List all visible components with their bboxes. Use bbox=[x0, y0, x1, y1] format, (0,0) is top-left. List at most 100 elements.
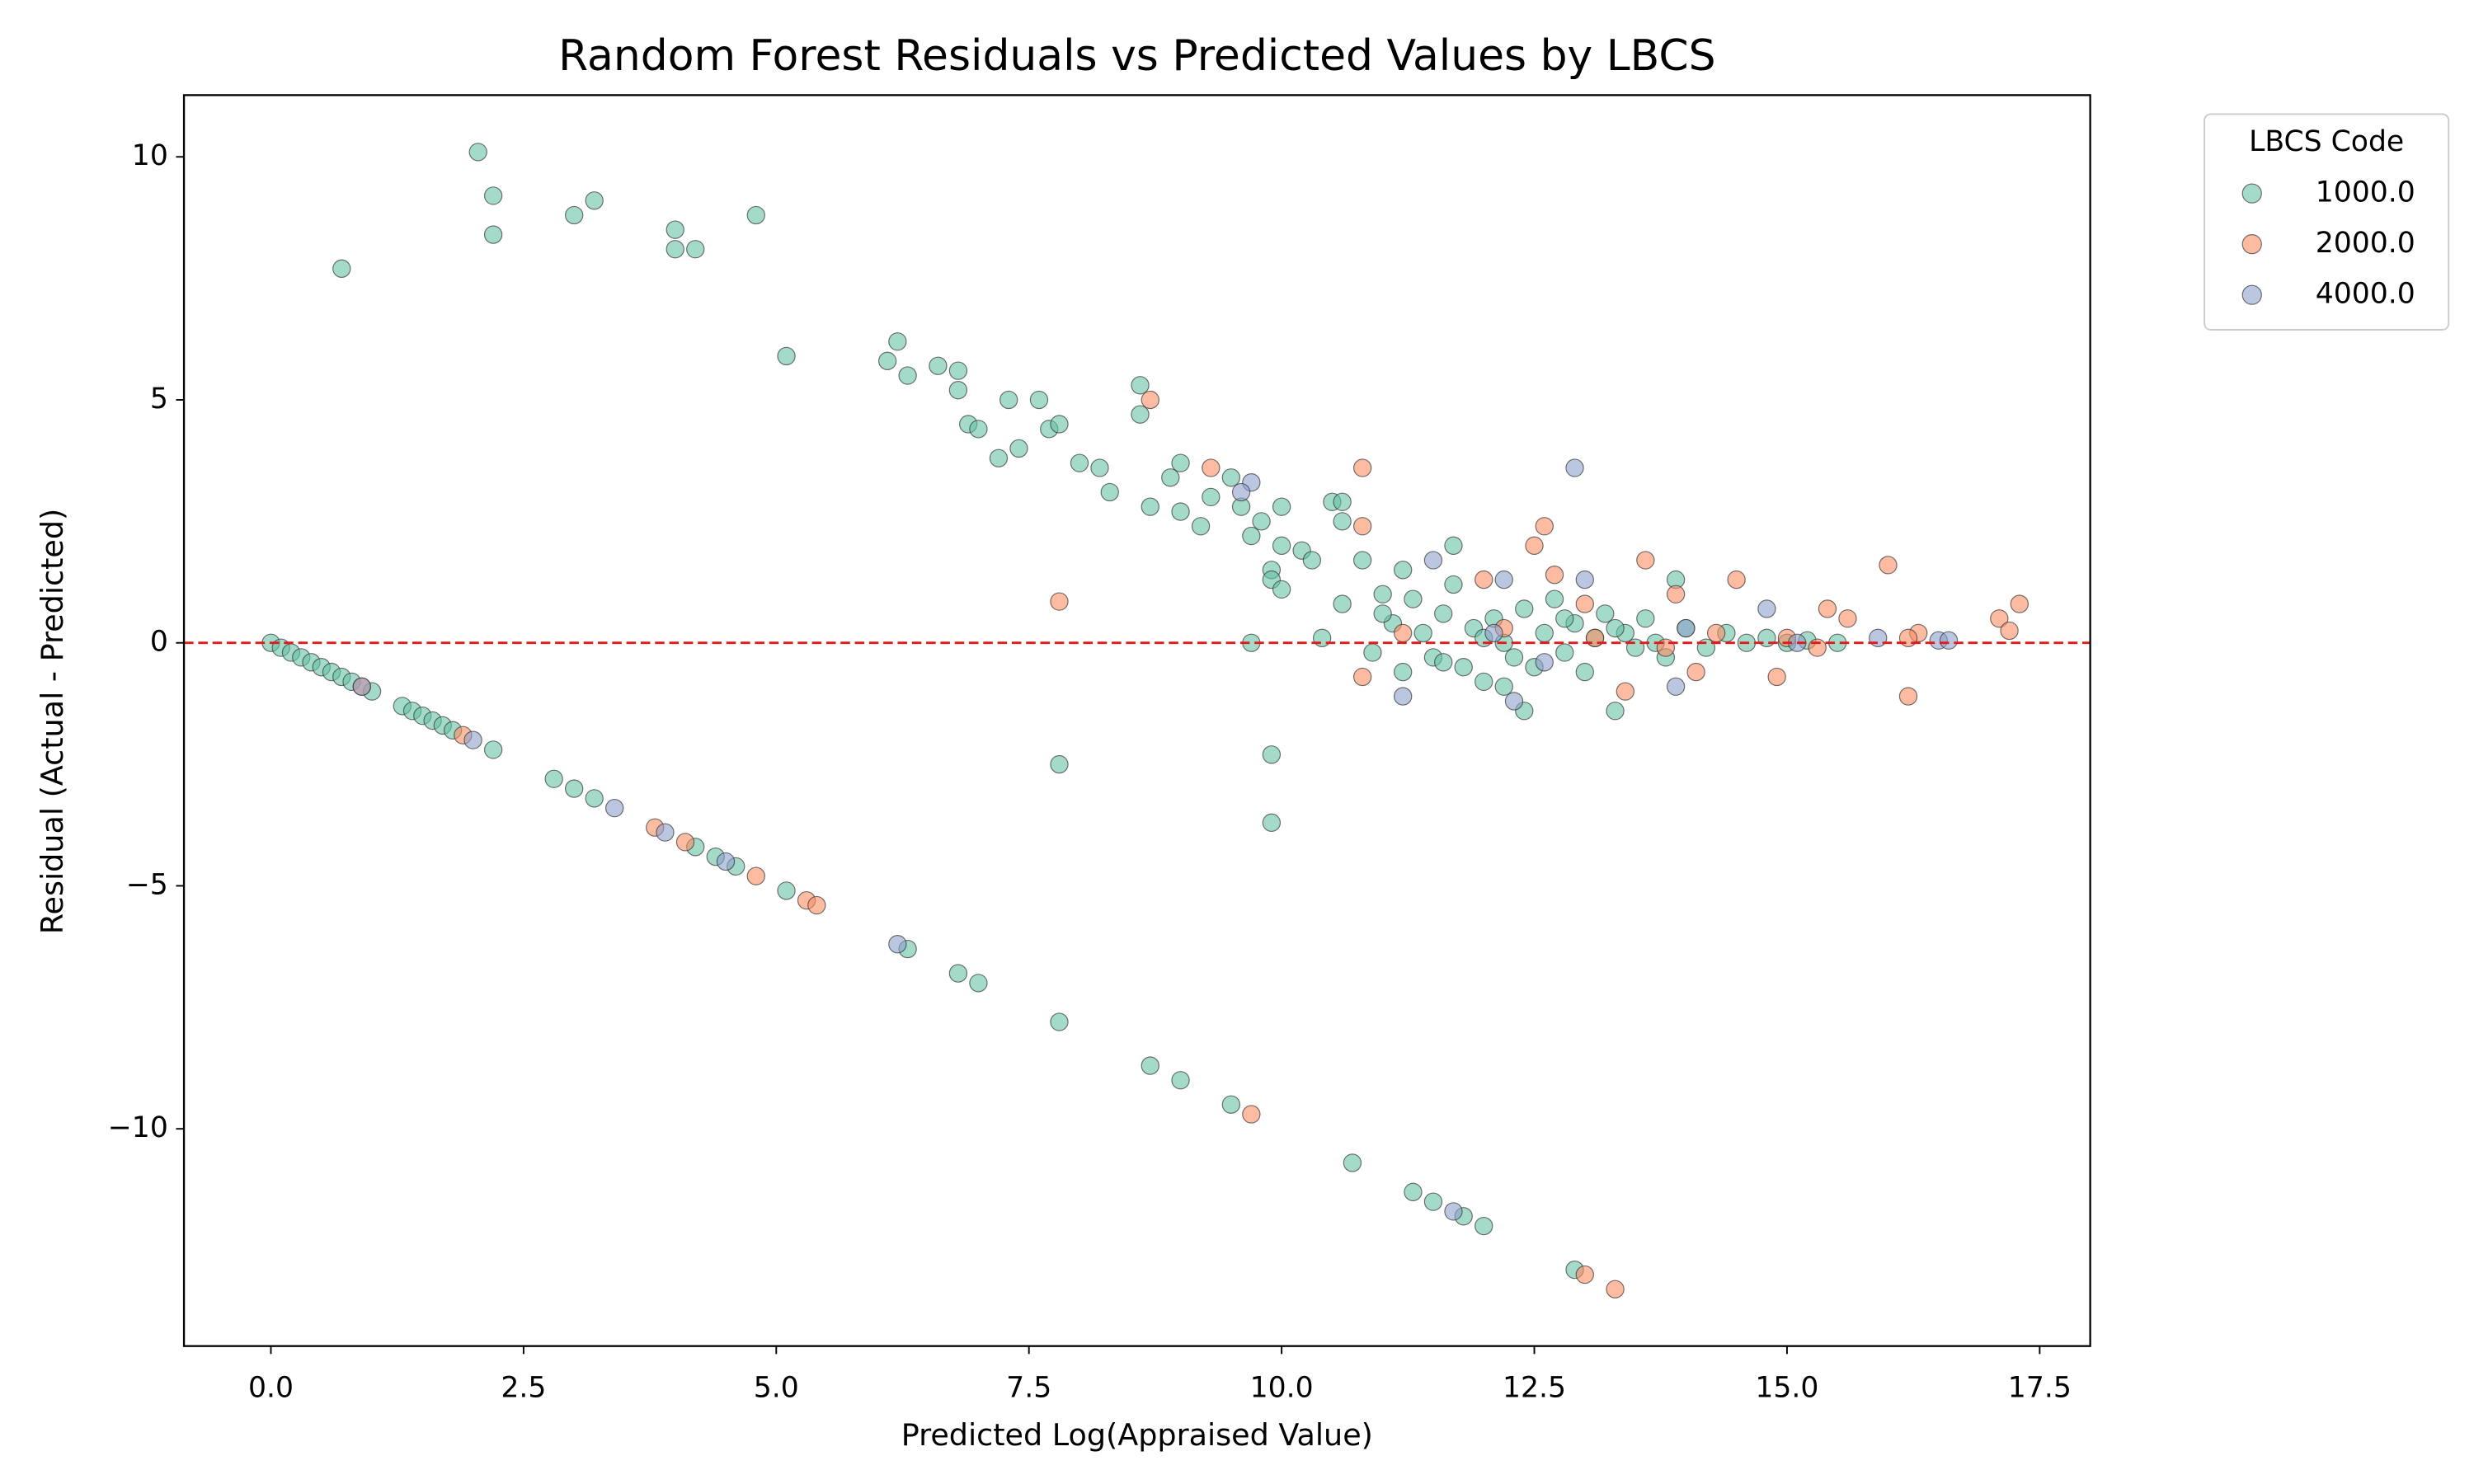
point bbox=[656, 823, 675, 842]
chart-title: Random Forest Residuals vs Predicted Val… bbox=[558, 31, 1715, 81]
point bbox=[999, 390, 1018, 410]
point bbox=[585, 191, 604, 210]
point bbox=[1515, 599, 1534, 618]
point bbox=[483, 186, 503, 205]
point bbox=[1272, 536, 1291, 555]
point bbox=[1636, 609, 1655, 628]
point bbox=[1413, 623, 1432, 643]
point bbox=[1606, 1280, 1625, 1298]
point bbox=[565, 779, 584, 798]
point bbox=[888, 935, 907, 954]
point bbox=[1363, 643, 1382, 662]
point bbox=[1535, 653, 1554, 672]
point bbox=[1302, 551, 1322, 570]
point bbox=[1394, 561, 1413, 580]
point bbox=[1575, 662, 1594, 682]
point bbox=[1171, 453, 1190, 472]
point bbox=[352, 677, 371, 696]
point bbox=[1161, 468, 1180, 487]
point bbox=[1312, 628, 1332, 647]
point bbox=[989, 448, 1009, 467]
x-tick-label: 5.0 bbox=[754, 1372, 799, 1405]
point bbox=[468, 143, 487, 162]
point bbox=[1454, 658, 1473, 677]
point bbox=[1757, 628, 1776, 647]
point bbox=[1262, 813, 1282, 832]
legend-label: 2000.0 bbox=[2316, 227, 2415, 260]
point bbox=[1990, 609, 2009, 628]
point bbox=[1535, 623, 1554, 643]
point bbox=[1221, 1095, 1240, 1114]
point bbox=[1202, 458, 1221, 477]
point bbox=[1706, 623, 1726, 643]
point bbox=[675, 833, 695, 852]
point bbox=[1666, 677, 1686, 696]
point bbox=[1252, 512, 1271, 531]
x-axis-label: Predicted Log(Appraised Value) bbox=[901, 1417, 1373, 1453]
point bbox=[686, 240, 705, 259]
legend-box bbox=[2204, 113, 2450, 331]
point bbox=[1757, 599, 1776, 618]
point bbox=[1404, 1182, 1423, 1201]
point bbox=[544, 769, 563, 788]
point bbox=[1394, 687, 1413, 706]
point bbox=[1444, 1202, 1463, 1221]
point bbox=[1423, 1192, 1443, 1211]
point bbox=[1333, 492, 1352, 511]
point bbox=[1939, 631, 1959, 650]
point bbox=[1009, 439, 1028, 458]
point bbox=[585, 789, 604, 808]
point bbox=[746, 866, 765, 885]
point bbox=[1171, 502, 1190, 521]
point bbox=[948, 964, 968, 983]
point bbox=[1333, 512, 1352, 531]
point bbox=[1131, 405, 1150, 424]
point bbox=[565, 205, 584, 225]
point bbox=[666, 220, 684, 239]
point bbox=[1050, 415, 1069, 434]
point bbox=[1141, 1056, 1159, 1075]
point bbox=[1202, 487, 1221, 507]
point bbox=[1262, 745, 1282, 764]
point bbox=[1242, 1105, 1261, 1124]
y-axis-label: Residual (Actual - Predicted) bbox=[35, 509, 70, 935]
point bbox=[1545, 589, 1564, 608]
x-tick-label: 10.0 bbox=[1250, 1372, 1314, 1405]
point bbox=[777, 346, 796, 366]
point bbox=[1484, 623, 1503, 643]
point bbox=[1029, 390, 1049, 410]
legend-title: LBCS Code bbox=[2249, 125, 2404, 158]
point bbox=[1504, 692, 1524, 711]
point bbox=[1333, 594, 1352, 613]
point bbox=[1525, 536, 1544, 555]
point bbox=[1494, 570, 1513, 589]
point bbox=[605, 798, 624, 818]
point bbox=[2010, 594, 2029, 613]
y-tick-label: −10 bbox=[108, 1111, 168, 1144]
point bbox=[1050, 592, 1069, 611]
point bbox=[898, 366, 917, 385]
point bbox=[1394, 623, 1413, 643]
point bbox=[1727, 570, 1746, 589]
point bbox=[1869, 628, 1888, 647]
point bbox=[969, 420, 988, 439]
point bbox=[1475, 672, 1493, 692]
point bbox=[483, 740, 503, 759]
point bbox=[1555, 609, 1574, 628]
point bbox=[1191, 517, 1211, 536]
point bbox=[1898, 687, 1918, 706]
point bbox=[1656, 638, 1676, 657]
point bbox=[1545, 566, 1564, 585]
point bbox=[483, 225, 503, 244]
point bbox=[1353, 517, 1372, 536]
y-tick-label: 0 bbox=[150, 626, 168, 659]
point bbox=[2000, 621, 2019, 641]
point bbox=[1494, 677, 1513, 696]
point bbox=[1231, 482, 1251, 502]
point bbox=[1606, 618, 1625, 638]
point bbox=[1343, 1153, 1362, 1172]
point bbox=[1898, 628, 1918, 647]
point bbox=[1373, 585, 1392, 603]
x-tick-label: 7.5 bbox=[1006, 1372, 1051, 1405]
point bbox=[1050, 1012, 1069, 1031]
